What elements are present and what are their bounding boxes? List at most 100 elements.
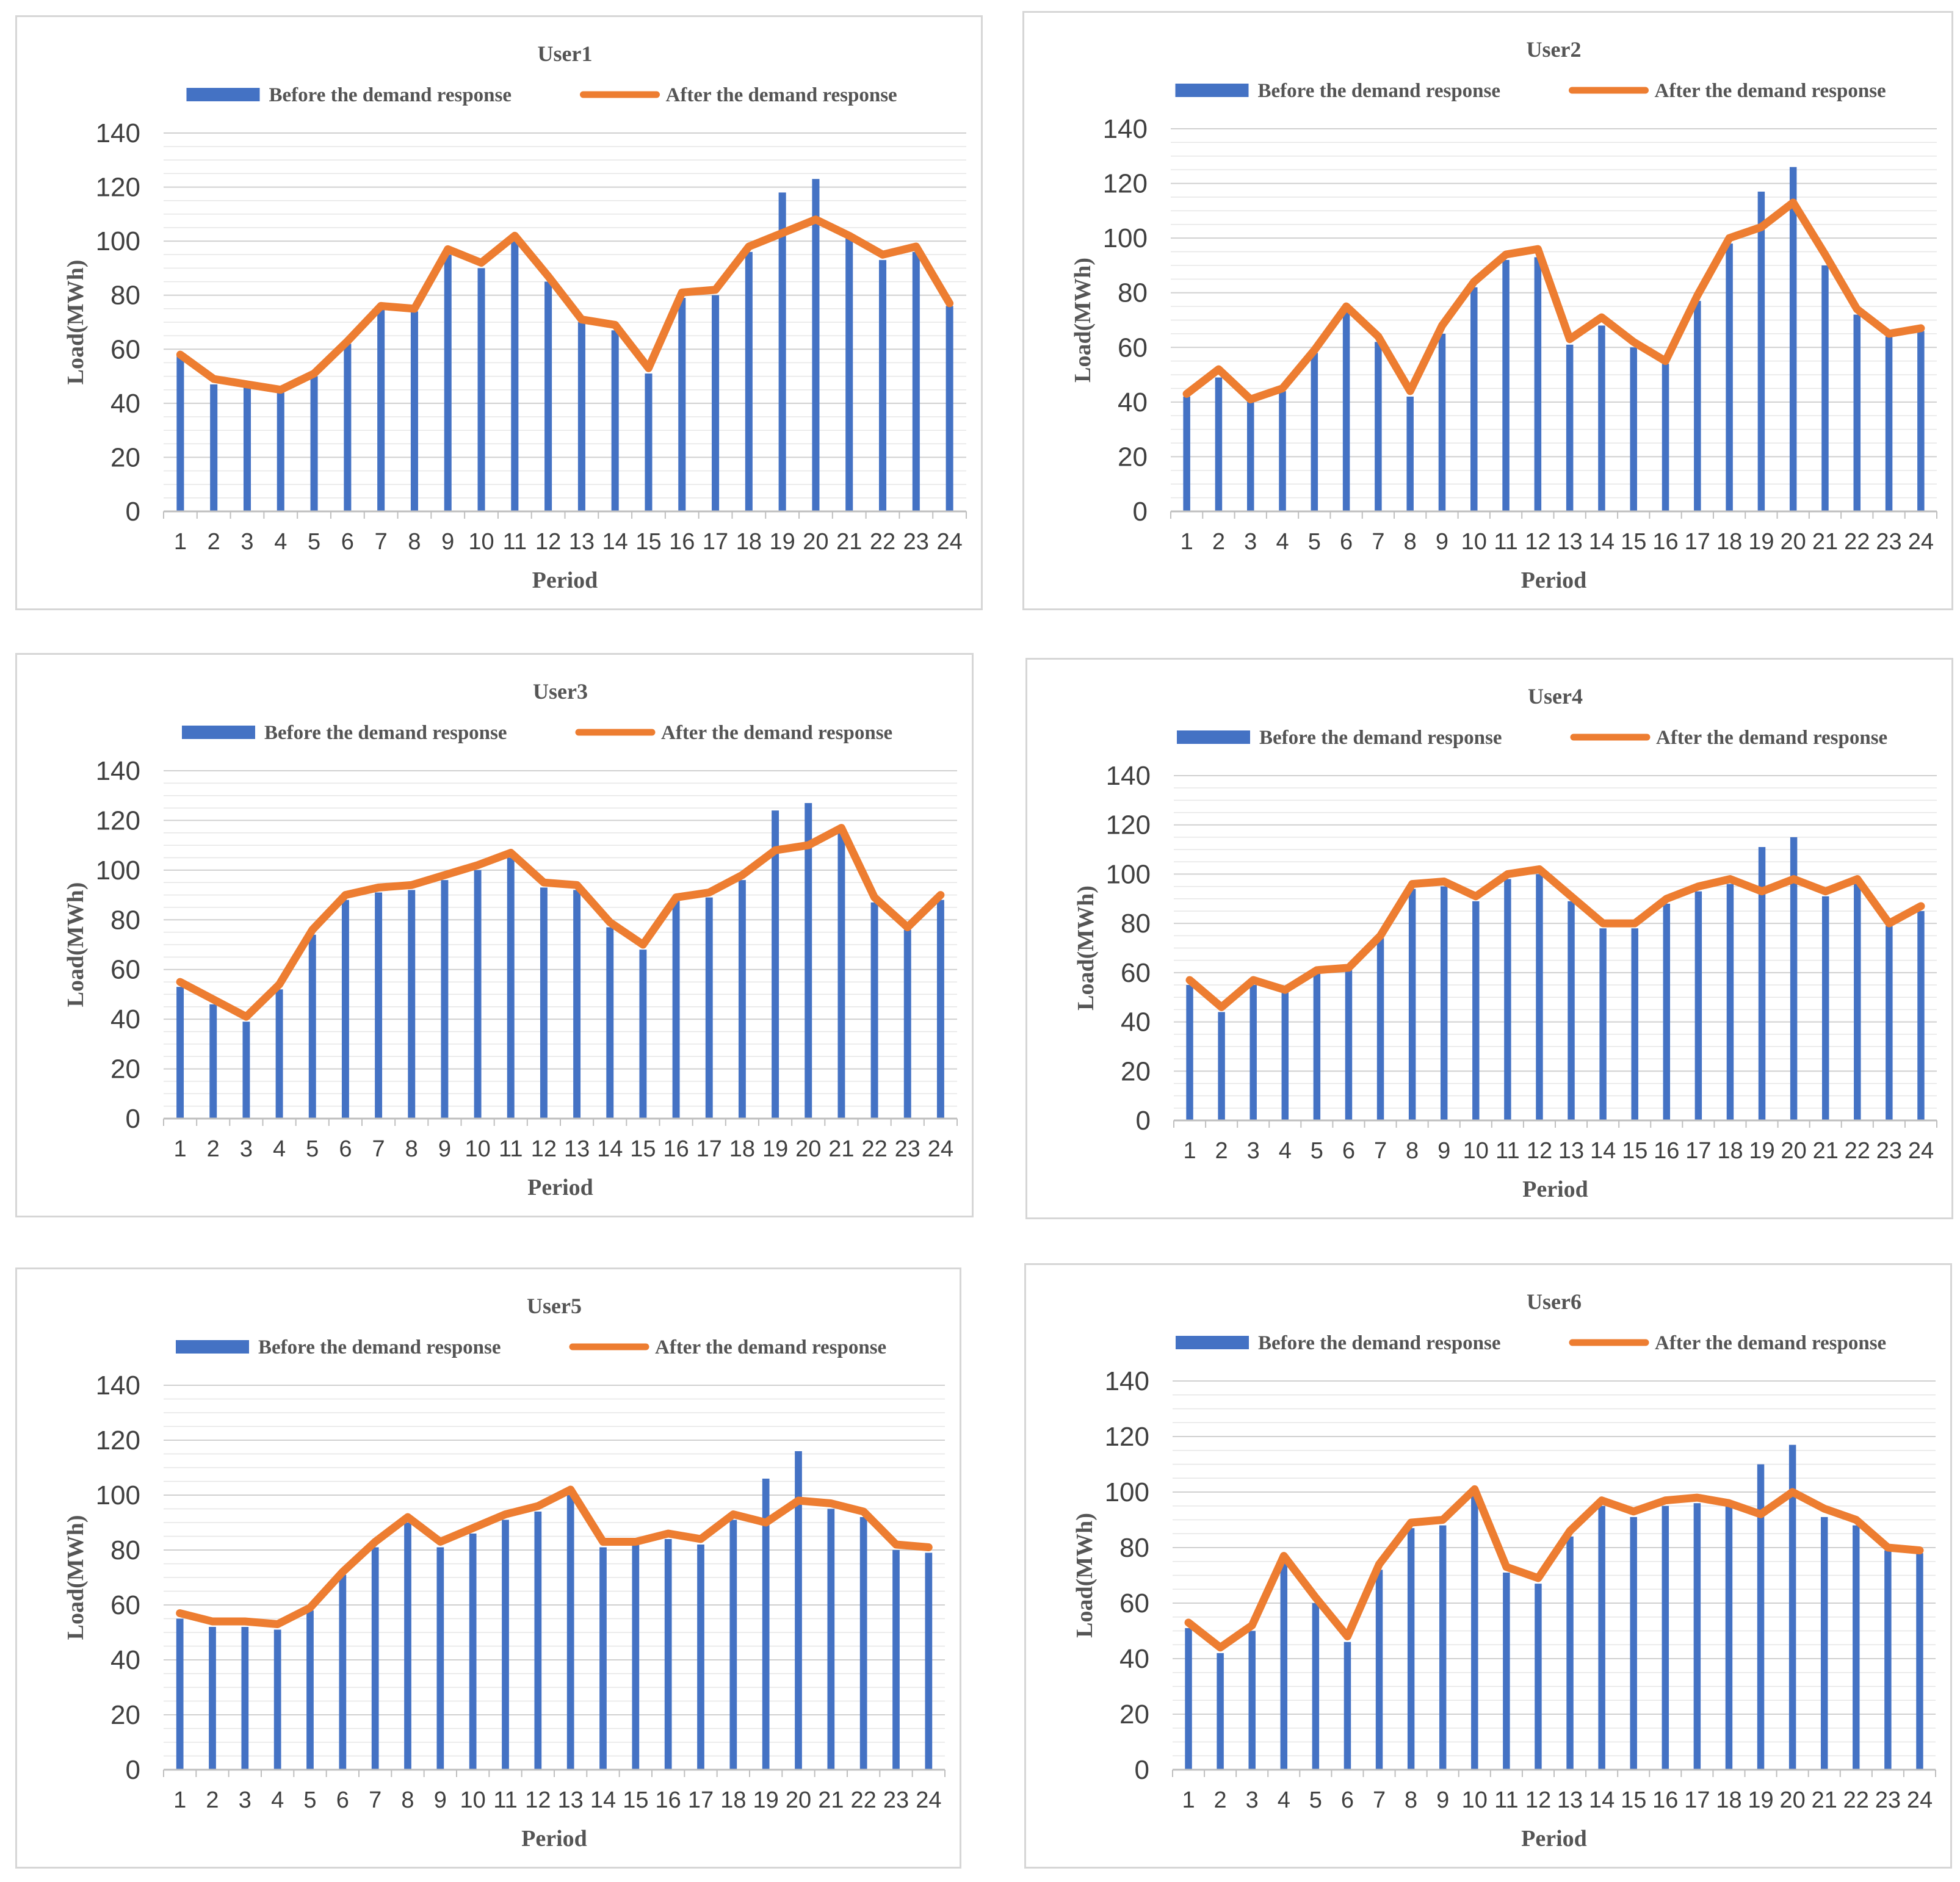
bar-before-7 [1375,342,1382,511]
x-tick-label: 18 [1717,1138,1743,1164]
line-point-after-4 [1284,989,1287,992]
y-tick-label: 0 [1133,497,1148,527]
chart-svg: User6 Before the demand response After the… [1072,1289,1936,1851]
line-point-after-14 [602,1540,604,1543]
y-axis-label: Load(MWh) [63,260,89,385]
x-tick-label: 23 [895,1136,920,1162]
y-tick-label: 140 [1103,114,1148,144]
bar-before-15 [1631,928,1638,1120]
y-tick-label: 0 [126,1755,140,1785]
line-point-after-16 [667,1532,670,1535]
bar-before-4 [1279,391,1286,511]
line-point-after-23 [895,1543,897,1546]
x-tick-label: 10 [468,529,494,555]
line-point-after-24 [927,1546,930,1549]
line-point-after-6 [1346,1635,1349,1638]
x-tick-label: 14 [590,1787,616,1813]
line-point-after-15 [1632,1510,1635,1513]
line-point-after-8 [407,1516,409,1518]
bar-before-12 [544,281,552,511]
line-point-after-19 [1760,890,1763,893]
bar-before-8 [408,890,416,1119]
bar-before-22 [1854,884,1861,1120]
bar-before-13 [577,322,585,511]
x-tick-label: 9 [1436,1787,1449,1813]
bar-before-23 [1884,1550,1892,1770]
bar-before-20 [1788,1444,1796,1770]
x-axis-label: Period [1521,568,1587,593]
bar-before-18 [1726,884,1734,1120]
line-point-after-22 [862,1510,865,1513]
bar-before-6 [1342,312,1350,511]
line-point-after-6 [346,340,349,342]
x-tick-label: 20 [1781,529,1806,555]
legend-label-after: After the demand response [655,1336,886,1358]
line-point-after-20 [814,218,817,221]
x-axis-label: Period [532,568,598,593]
x-tick-label: 14 [597,1136,623,1162]
line-after-series [176,215,954,394]
legend: Before the demand response After the dema… [1175,80,1886,102]
bar-before-11 [1503,1572,1510,1770]
bar-before-20 [1790,837,1798,1120]
y-tick-label: 60 [110,334,140,364]
chart-title: User5 [527,1294,582,1318]
x-tick-label: 19 [1748,529,1774,555]
line-point-after-22 [1854,1518,1857,1521]
line-point-after-14 [609,921,612,924]
chart-panel-4: User4 Before the demand response After the… [1025,658,1953,1219]
bar-before-1 [176,1618,184,1770]
x-tick-label: 19 [753,1787,779,1813]
x-tick-label: 8 [1406,1138,1419,1164]
bar-before-7 [371,1547,379,1770]
x-axis-label: Period [527,1175,593,1200]
bar-before-21 [845,238,853,511]
line-point-after-23 [906,926,909,929]
line-point-after-12 [542,881,545,884]
y-axis-label: Load(MWh) [1072,1513,1098,1638]
line-after-series [1182,198,1925,403]
x-tick-label: 22 [1844,529,1870,555]
x-tick-label: 14 [1589,1787,1615,1813]
x-tick-label: 22 [851,1787,877,1813]
legend-label-after: After the demand response [1655,80,1886,102]
y-tick-label: 0 [1135,1755,1149,1785]
line-point-after-24 [1919,326,1922,330]
x-tick-label: 13 [1557,529,1583,555]
x-tick-label: 6 [336,1787,349,1813]
line-point-after-7 [1378,1563,1381,1566]
line-point-after-19 [1760,226,1763,229]
x-tick-label: 5 [1308,529,1321,555]
bar-before-17 [1693,1503,1701,1770]
y-tick-label: 100 [96,856,140,885]
x-tick-label: 21 [1812,1787,1837,1813]
line-point-after-14 [1602,922,1605,925]
x-tick-label: 16 [1654,1138,1679,1164]
chart-panel-5: User5 Before the demand response After the… [15,1267,961,1869]
x-tick-label: 24 [1908,529,1934,555]
y-tick-label: 60 [1119,1588,1149,1618]
bar-before-12 [534,1512,542,1770]
bar-before-3 [241,1627,249,1770]
line-point-after-7 [1379,934,1382,937]
x-tick-label: 5 [303,1787,316,1813]
line-point-after-15 [647,367,650,370]
line-point-after-5 [1314,1596,1317,1599]
line-point-after-1 [179,981,182,984]
x-tick-label: 23 [903,529,929,555]
bar-before-1 [1186,985,1193,1120]
x-tick-label: 23 [1876,1138,1902,1164]
line-point-after-7 [377,886,380,889]
bar-before-19 [762,1479,770,1770]
x-tick-label: 3 [1246,1787,1259,1813]
x-tick-label: 21 [836,529,862,555]
bar-before-18 [745,251,753,511]
bar-before-22 [878,260,887,511]
x-tick-label: 15 [635,529,661,555]
y-tick-label: 120 [96,173,140,203]
line-point-after-3 [1251,1624,1254,1627]
legend: Before the demand response After the dema… [1176,1332,1886,1354]
x-tick-label: 2 [207,1136,220,1162]
bar-before-6 [341,900,349,1119]
line-point-after-17 [700,1538,702,1540]
